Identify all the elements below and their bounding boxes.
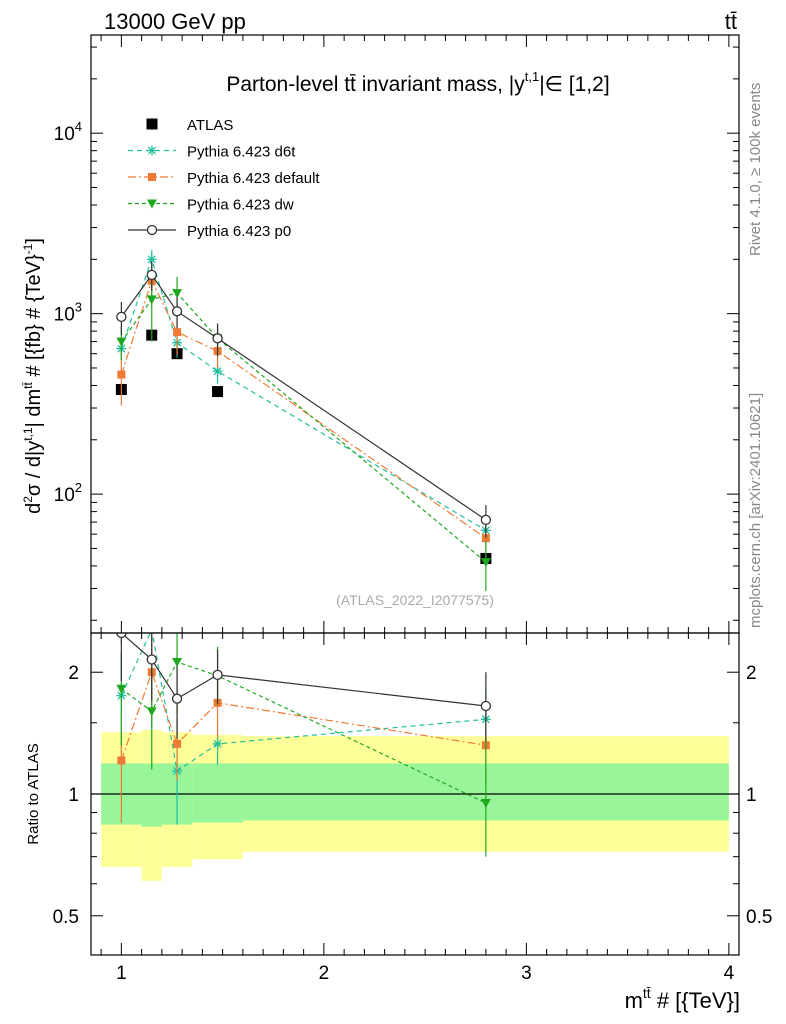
data-point [116, 311, 127, 323]
data-point [146, 295, 157, 305]
process-label: tt̄ [725, 9, 737, 34]
legend-item: Pythia 6.423 d6t [128, 144, 296, 161]
ratio-point [146, 654, 157, 665]
data-point [173, 328, 182, 337]
ratio-point [480, 799, 491, 809]
main-y-tick-label: 102 [54, 480, 82, 506]
main-y-tick-label: 103 [54, 300, 82, 326]
ratio-y-tick-label: 2 [68, 663, 79, 684]
data-point [171, 306, 183, 317]
data-point [480, 514, 492, 526]
ratio-series [116, 633, 492, 857]
ratio-y-tick-label: 0.5 [53, 907, 79, 928]
source-label: mcplots.cern.ch [arXiv:2401.10621] [747, 393, 764, 628]
data-point [480, 558, 491, 568]
x-tick-label: 3 [521, 963, 532, 984]
legend-marker [147, 199, 157, 209]
rivet-label: Rivet 4.1.0, ≥ 100k events [747, 83, 764, 256]
watermark: (ATLAS_2022_I2077575) [336, 592, 494, 608]
ratio-bands [91, 729, 739, 881]
main-panel: 102 103 104 (ATLAS_2022_I2077575) Parton-l… [21, 34, 740, 634]
x-tick-label: 2 [319, 963, 330, 984]
ratio-point [116, 633, 127, 639]
ratio-series-3 [116, 633, 492, 742]
data-point [212, 333, 223, 344]
ratio-point [172, 657, 183, 667]
main-y-tick-label: 104 [54, 119, 82, 145]
legend-item: Pythia 6.423 p0 [128, 223, 291, 240]
legend-item: Pythia 6.423 dw [128, 197, 294, 214]
legend-label: Pythia 6.423 p0 [187, 223, 291, 240]
legend: ATLAS Pythia 6.423 d6t Pythia 6.423 defaul… [128, 117, 320, 240]
legend-marker [146, 224, 158, 236]
ratio-y-label: Ratio to ATLAS [25, 743, 42, 844]
data-point [146, 269, 157, 281]
energy-label: 13000 GeV pp [104, 9, 246, 34]
legend-marker [147, 145, 157, 156]
y-axis-label: d2σ / d|yt,1| dmtt̄ # [{fb} # {TeV}-1] [21, 238, 45, 514]
ratio-panel: 1 2 3 4 0.5 0.5 1 1 2 2 Ratio to ATLAS mtt̄ # [{T… [25, 632, 772, 1013]
ratio-point [480, 700, 492, 712]
series-0 [115, 329, 492, 564]
legend-label: Pythia 6.423 dw [187, 197, 294, 214]
ratio-point [117, 756, 126, 765]
main-title: Parton-level tt̄ invariant mass, |yt,1|∈… [226, 69, 609, 96]
legend-marker [146, 118, 158, 130]
x-axis-label: mtt̄ # [{TeV}] [625, 985, 740, 1013]
main-series [115, 250, 492, 592]
series-4 [116, 261, 492, 539]
ratio-point [212, 738, 223, 749]
legend-marker [148, 173, 156, 181]
ratio-point [171, 693, 183, 704]
legend-label: Pythia 6.423 d6t [187, 144, 296, 161]
data-point [212, 386, 224, 398]
ratio-point [116, 684, 127, 694]
legend-label: Pythia 6.423 default [187, 170, 320, 187]
ratio-point [173, 739, 182, 748]
ratio-y-tick-label-right: 2 [746, 663, 757, 684]
ratio-point [212, 669, 223, 681]
green-band [141, 763, 162, 827]
ratio-y-tick-label: 1 [68, 785, 79, 806]
main-ticks: 102 103 104 [54, 35, 739, 633]
series-line [120, 279, 487, 539]
legend-item: ATLAS [146, 117, 233, 134]
series-3 [116, 272, 491, 592]
legend-label: ATLAS [187, 117, 233, 134]
x-tick-label: 1 [116, 963, 127, 984]
data-point [117, 370, 126, 379]
ratio-ticks: 1 2 3 4 0.5 0.5 1 1 2 2 [53, 633, 772, 984]
legend-item: Pythia 6.423 default [128, 170, 320, 187]
ratio-point [146, 707, 157, 717]
x-tick-label: 4 [724, 963, 735, 984]
green-band [192, 763, 243, 823]
ratio-y-tick-label-right: 1 [746, 785, 757, 806]
data-point [116, 337, 127, 347]
data-point [212, 366, 223, 377]
ratio-y-tick-label-right: 0.5 [746, 907, 772, 928]
ratio-frame [90, 632, 740, 956]
series-line [120, 257, 487, 531]
data-point [172, 289, 183, 299]
